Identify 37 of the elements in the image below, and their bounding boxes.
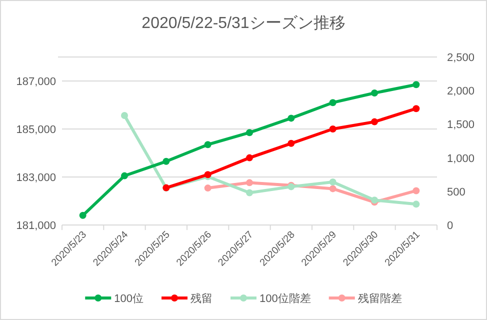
y2-tick-label: 2,000 bbox=[447, 86, 475, 98]
point bbox=[329, 185, 336, 192]
point bbox=[412, 187, 420, 194]
point bbox=[288, 114, 295, 122]
point bbox=[371, 118, 378, 126]
y2-tick-label: 0 bbox=[447, 220, 454, 232]
legend-label: 残留階差 bbox=[358, 292, 402, 305]
y-tick-label: 185,000 bbox=[16, 124, 56, 136]
point bbox=[79, 212, 86, 219]
point bbox=[329, 178, 336, 186]
point bbox=[246, 154, 253, 162]
point bbox=[121, 172, 128, 180]
point bbox=[329, 99, 336, 106]
point bbox=[246, 129, 253, 136]
y-tick-label: 187,000 bbox=[16, 76, 56, 88]
legend-label: 残留 bbox=[190, 292, 212, 305]
y2-tick-label: 2,500 bbox=[447, 52, 475, 64]
point bbox=[246, 189, 253, 196]
point bbox=[412, 81, 420, 88]
point bbox=[204, 184, 212, 192]
y2-tick-label: 500 bbox=[447, 186, 466, 198]
y2-tick-label: 1,000 bbox=[447, 152, 475, 165]
y-tick-label: 181,000 bbox=[16, 220, 56, 232]
point bbox=[371, 90, 378, 96]
title: 2020/5/22-5/31シーズン推移 bbox=[142, 15, 346, 32]
y2-tick-label: 1,500 bbox=[447, 119, 475, 132]
point bbox=[246, 179, 253, 186]
point bbox=[121, 112, 128, 119]
point bbox=[288, 140, 295, 147]
point bbox=[412, 200, 420, 208]
legend-label: 100位 bbox=[114, 293, 144, 305]
y-tick-label: 183,000 bbox=[16, 172, 56, 184]
legend-label: 100位階差 bbox=[260, 293, 311, 305]
point bbox=[329, 126, 336, 132]
point bbox=[412, 105, 420, 112]
point bbox=[204, 141, 212, 148]
point bbox=[162, 158, 170, 165]
